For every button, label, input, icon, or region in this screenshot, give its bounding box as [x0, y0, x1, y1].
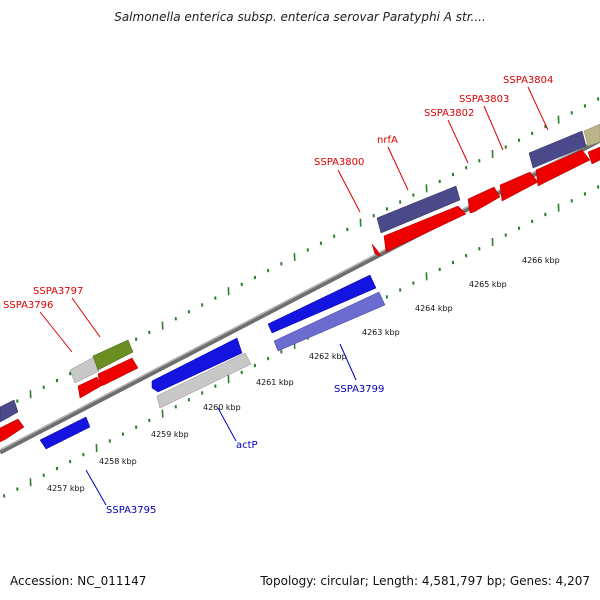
leader-sspa3796	[39, 311, 73, 353]
gene-red-3796b[interactable]	[77, 376, 102, 399]
gene-red-nrfa-b[interactable]	[383, 205, 467, 253]
label-sspa3796[interactable]: SSPA3796	[3, 300, 53, 311]
label-sspa3800[interactable]: SSPA3800	[314, 157, 364, 168]
tick-label-4260: 4260 kbp	[203, 403, 241, 412]
gene-sspa3797-olive[interactable]	[92, 339, 134, 371]
gene-sspa3800[interactable]	[371, 243, 382, 257]
gene-sspa3795[interactable]	[39, 416, 91, 450]
tick-label-4262: 4262 kbp	[309, 352, 347, 361]
leader-sspa3795	[85, 469, 107, 506]
label-actp[interactable]: actP	[236, 440, 258, 451]
leader-nrfa	[387, 146, 409, 191]
gene-khaki-right[interactable]	[583, 123, 600, 147]
gene-sspa3804[interactable]	[528, 130, 587, 169]
label-sspa3804[interactable]: SSPA3804	[503, 75, 553, 86]
reverse-strand-genes	[39, 274, 386, 450]
tick-label-4257: 4257 kbp	[47, 484, 85, 493]
gene-sspa3803[interactable]	[499, 171, 539, 202]
label-nrfa[interactable]: nrfA	[377, 135, 398, 146]
gene-left-navy-partial[interactable]	[0, 399, 19, 423]
gene-sspa3796-gray[interactable]	[69, 356, 100, 384]
gene-sspa3799[interactable]	[273, 291, 386, 352]
leader-sspa3802	[447, 119, 469, 164]
gene-left-red-partial[interactable]	[0, 418, 25, 443]
backbone	[0, 137, 600, 455]
tick-label-4258: 4258 kbp	[99, 457, 137, 466]
tick-label-4264: 4264 kbp	[415, 304, 453, 313]
gene-nrfa[interactable]	[376, 185, 461, 234]
label-sspa3802[interactable]: SSPA3802	[424, 108, 474, 119]
leader-actp	[217, 407, 237, 442]
accession-text: Accession: NC_011147	[10, 574, 147, 588]
tick-label-4259: 4259 kbp	[151, 430, 189, 439]
tick-label-4265: 4265 kbp	[469, 280, 507, 289]
leader-sspa3800	[337, 169, 361, 213]
leader-sspa3804	[527, 86, 549, 131]
label-sspa3799[interactable]: SSPA3799	[334, 384, 384, 395]
leader-sspa3803	[483, 105, 504, 151]
gene-labels: SSPA3796 SSPA3797 SSPA3800 nrfA SSPA3802…	[3, 75, 553, 516]
label-sspa3803[interactable]: SSPA3803	[459, 94, 509, 105]
gene-blue-3799a[interactable]	[267, 274, 377, 334]
tick-label-4263: 4263 kbp	[362, 328, 400, 337]
forward-strand-genes	[0, 123, 600, 443]
gene-sspa3802[interactable]	[467, 186, 501, 214]
label-sspa3795[interactable]: SSPA3795	[106, 505, 156, 516]
scale-labels: 4257 kbp 4258 kbp 4259 kbp 4260 kbp 4261…	[47, 256, 560, 493]
lower-tick-row	[3, 185, 600, 498]
leader-sspa3797	[71, 297, 101, 338]
gene-red-right[interactable]	[587, 146, 600, 165]
label-sspa3797[interactable]: SSPA3797	[33, 286, 83, 297]
leader-sspa3799	[339, 343, 357, 381]
gene-gray-actp-b[interactable]	[156, 352, 252, 409]
map-title: Salmonella enterica subsp. enterica sero…	[114, 10, 486, 24]
gene-actp[interactable]	[151, 337, 243, 393]
topology-text: Topology: circular; Length: 4,581,797 bp…	[260, 574, 590, 588]
label-leaders	[39, 86, 549, 506]
tick-label-4261: 4261 kbp	[256, 378, 294, 387]
gene-red-3804b[interactable]	[535, 149, 591, 187]
tick-label-4266: 4266 kbp	[522, 256, 560, 265]
